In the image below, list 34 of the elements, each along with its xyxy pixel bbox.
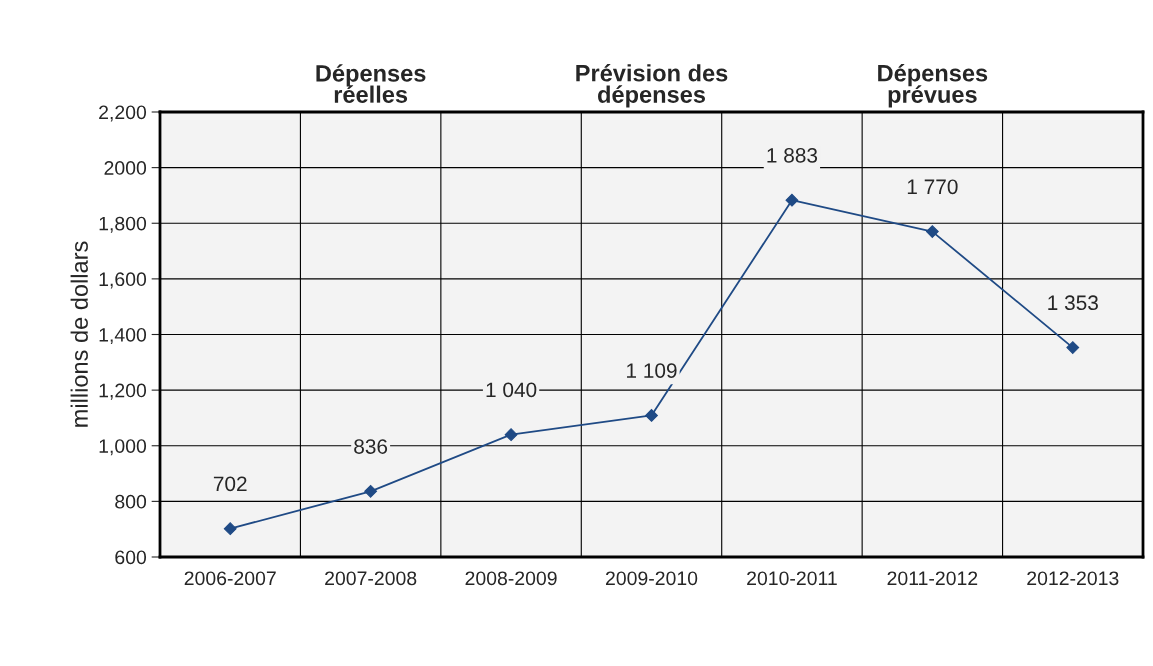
point — [645, 409, 658, 422]
x-tick-label: 2009-2010 — [605, 571, 698, 586]
text: Prévision des dépenses — [576, 63, 728, 108]
x-tick-label: 2006-2007 — [184, 571, 276, 586]
data-label: 1 770 — [907, 179, 958, 195]
y-tick-label: 600 — [115, 550, 147, 565]
y-tick-label: 2000 — [104, 161, 147, 175]
data-label: 836 — [354, 439, 388, 454]
data-label: 1 040 — [486, 382, 537, 398]
y-tick-label: 1,600 — [99, 272, 147, 289]
point — [223, 522, 237, 536]
y-tick-label: 2,200 — [99, 105, 147, 122]
data-label: 1 353 — [1048, 295, 1098, 311]
point — [364, 484, 378, 498]
y-tick-label: 1,800 — [99, 216, 147, 233]
text: Dépenses prévues — [878, 63, 988, 108]
x-tick-label: 2010-2011 — [747, 571, 837, 586]
y-tick-label: 1,000 — [99, 439, 147, 456]
x-tick-label: 2012-2013 — [1027, 571, 1119, 586]
x-tick-label: 2008-2009 — [465, 571, 557, 586]
x-tick-label: 2007-2008 — [325, 571, 417, 586]
data-label: 1 883 — [767, 147, 818, 163]
point — [504, 428, 518, 442]
y-tick-label: 800 — [115, 494, 147, 509]
point — [1066, 341, 1080, 354]
text: Dépenses réelles — [316, 64, 426, 103]
x-tick-label: 2011-2012 — [887, 571, 978, 586]
data-label: 1 109 — [627, 363, 677, 378]
y-tick-label: 1,200 — [99, 383, 147, 400]
point — [925, 225, 939, 239]
y-axis-title: millions de dollars — [70, 241, 88, 427]
data-label: 702 — [213, 476, 247, 492]
y-tick-label: 1,400 — [99, 327, 147, 345]
point — [785, 193, 799, 207]
